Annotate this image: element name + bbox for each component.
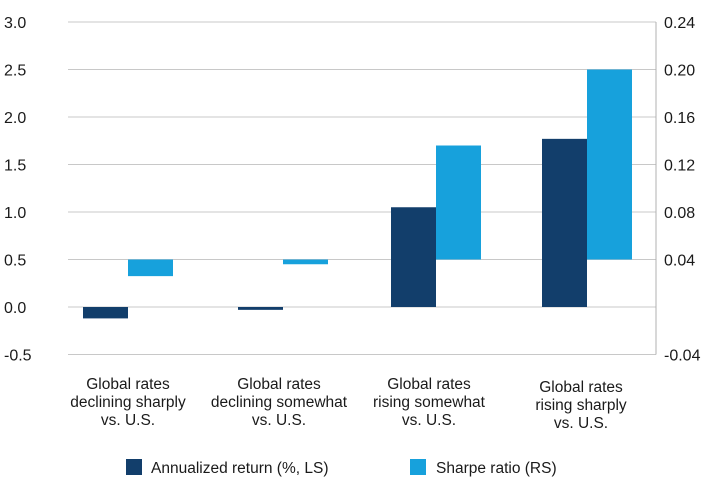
legend-label: Annualized return (%, LS) — [151, 460, 328, 477]
left-tick-label: 1.0 — [4, 205, 26, 222]
bar-annualized-return — [542, 139, 587, 307]
category-label: vs. U.S. — [554, 415, 608, 432]
category-label: rising somewhat — [373, 394, 486, 411]
left-tick-label: 0.0 — [4, 300, 26, 317]
legend-swatch — [410, 459, 426, 475]
legend-label: Sharpe ratio (RS) — [436, 460, 557, 477]
bars — [83, 70, 632, 319]
right-tick-label: 0.04 — [664, 253, 695, 270]
category-label: Global rates — [387, 376, 471, 393]
bar-sharpe-ratio — [587, 70, 632, 260]
bar-sharpe-ratio — [436, 146, 481, 260]
category-label: rising sharply — [535, 397, 627, 414]
category-label: Global rates — [237, 376, 321, 393]
right-tick-label: 0.08 — [664, 205, 695, 222]
category-label: vs. U.S. — [402, 412, 456, 429]
legend: Annualized return (%, LS) Sharpe ratio (R… — [126, 459, 557, 477]
left-tick-label: -0.5 — [4, 348, 32, 365]
right-tick-label: 0.24 — [664, 15, 695, 32]
left-tick-label: 2.0 — [4, 110, 26, 127]
bar-annualized-return — [83, 307, 128, 318]
right-tick-label: -0.04 — [664, 348, 701, 365]
left-tick-label: 1.5 — [4, 158, 26, 175]
left-axis: 3.0 2.5 2.0 1.5 1.0 0.5 0.0 -0.5 — [4, 15, 32, 365]
category-label: vs. U.S. — [101, 412, 155, 429]
bar-annualized-return — [391, 207, 436, 307]
right-axis: 0.24 0.20 0.16 0.12 0.08 0.04 -0.04 — [656, 15, 701, 365]
bar-sharpe-ratio — [128, 260, 173, 277]
bar-annualized-return — [238, 307, 283, 310]
left-tick-label: 0.5 — [4, 253, 26, 270]
category-label: Global rates — [86, 376, 170, 393]
category-label: declining sharply — [70, 394, 186, 411]
legend-swatch — [126, 459, 142, 475]
category-label: Global rates — [539, 379, 623, 396]
bar-sharpe-ratio — [283, 260, 328, 265]
category-label: declining somewhat — [211, 394, 348, 411]
left-tick-label: 3.0 — [4, 15, 26, 32]
right-tick-label: 0.16 — [664, 110, 695, 127]
category-label: vs. U.S. — [252, 412, 306, 429]
right-tick-label: 0.20 — [664, 63, 695, 80]
right-tick-label: 0.12 — [664, 158, 695, 175]
left-tick-label: 2.5 — [4, 63, 26, 80]
